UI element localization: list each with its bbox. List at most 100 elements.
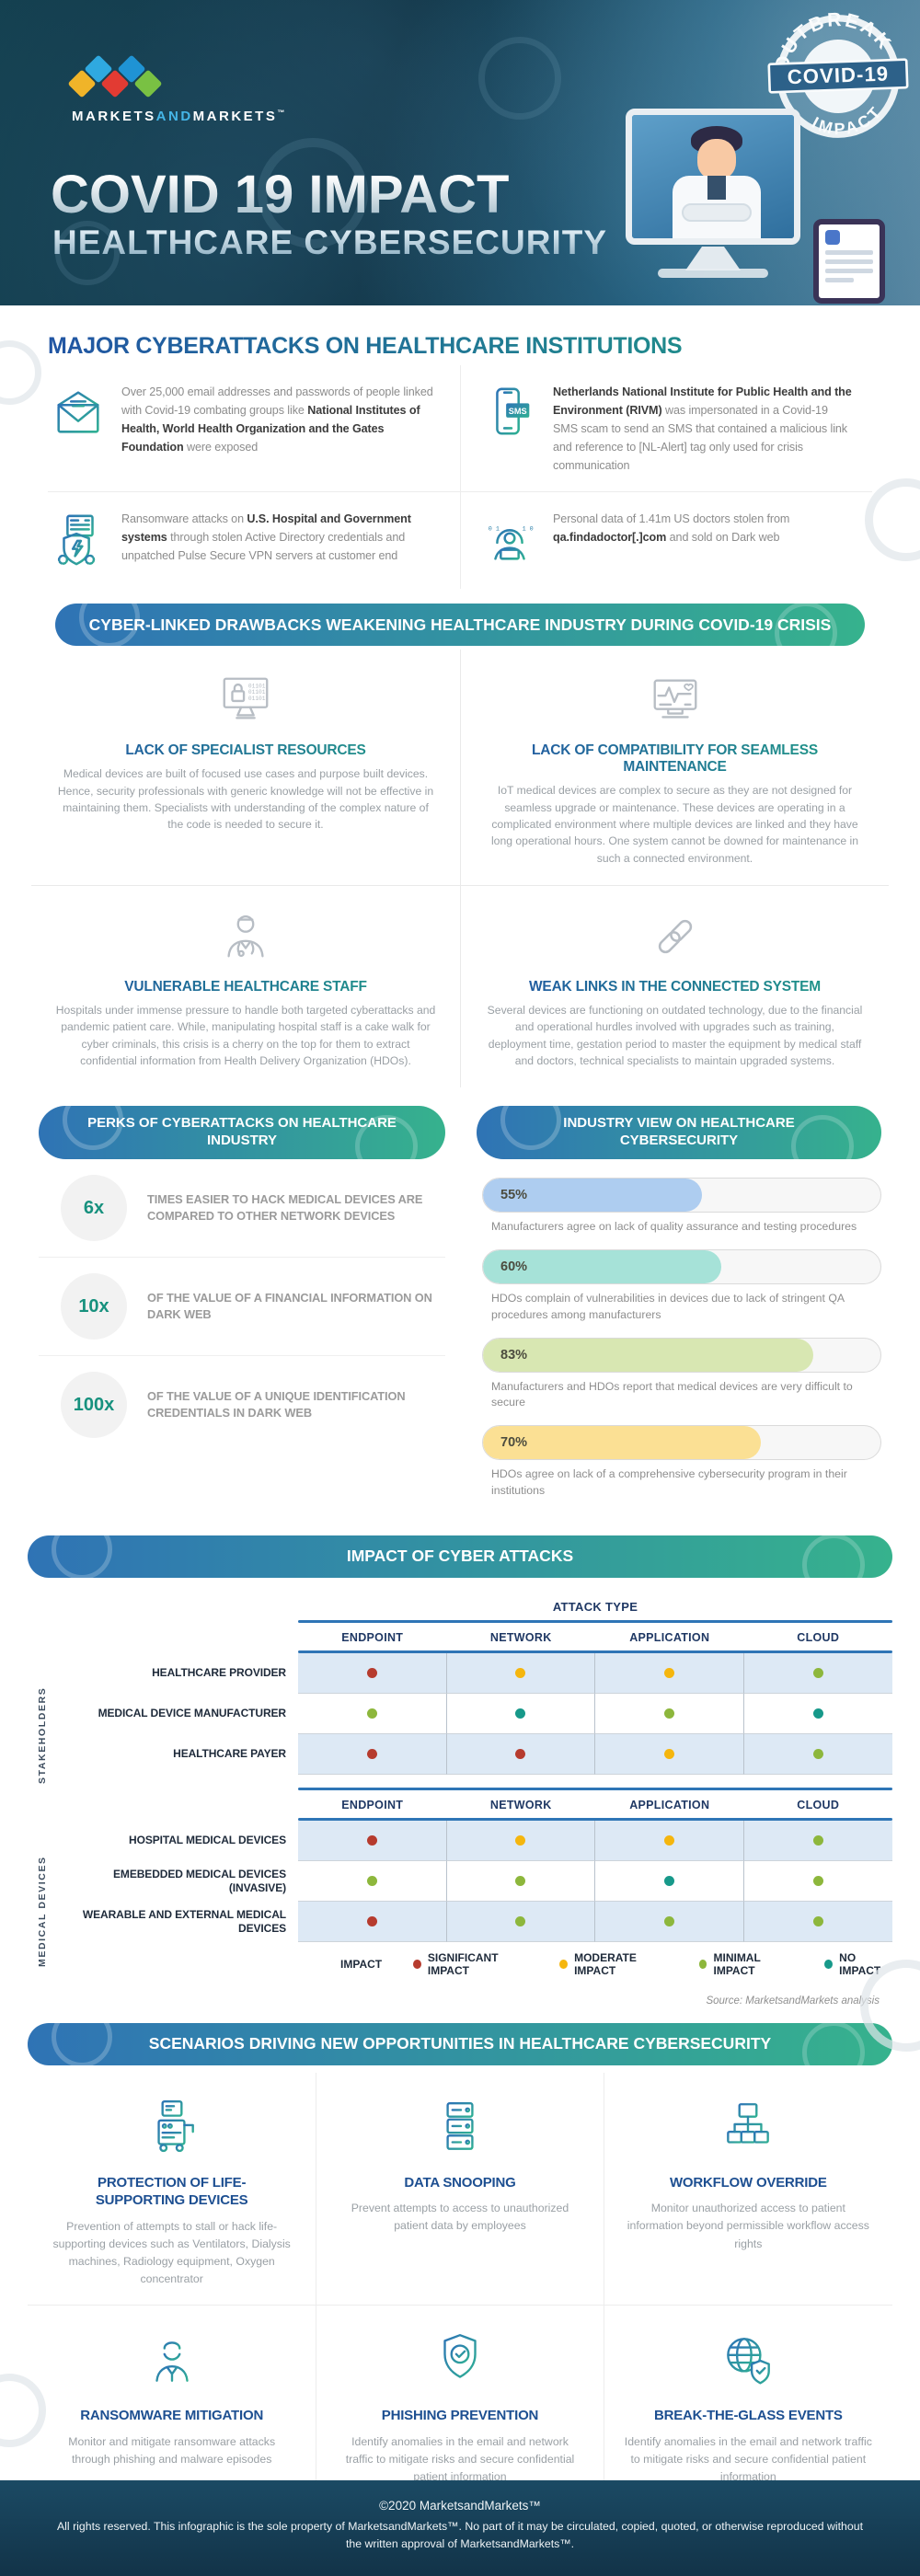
column-header: CLOUD: [797, 1630, 840, 1644]
drawback-card: VULNERABLE HEALTHCARE STAFF Hospitals un…: [31, 884, 460, 1087]
covid-outbreak-stamp: OUTBREAK IMPACT COVID-19: [762, 0, 909, 145]
stakeholders-table: ATTACK TYPE ENDPOINT NETWORK APPLICATION…: [70, 1596, 892, 1775]
drawback-card: 01101 01101 01101 LACK OF SPECIALIST RES…: [31, 650, 460, 884]
brand-wordmark: MARKETSANDMARKETS™: [72, 109, 287, 124]
impact-tables: STAKEHOLDERS MEDICAL DEVICES ATTACK TYPE…: [28, 1596, 892, 2007]
drawback-title: WEAK LINKS IN THE CONNECTED SYSTEM: [485, 979, 865, 995]
column-header: NETWORK: [489, 1798, 552, 1811]
virus-decoration: [55, 221, 120, 285]
bar-caption: Manufacturers and HDOs report that medic…: [491, 1379, 853, 1409]
bar-value: 55%: [500, 1188, 528, 1203]
scenario-title: RANSOMWARE MITIGATION: [80, 2408, 264, 2424]
perk-item: 10x OF THE VALUE OF A FINANCIAL INFORMAT…: [39, 1257, 445, 1355]
perks-list: 6x TIMES EASIER TO HACK MEDICAL DEVICES …: [39, 1159, 445, 1454]
column-header: CLOUD: [797, 1798, 840, 1811]
hacker-icon: 0 1 1 0: [481, 511, 538, 572]
scenarios-grid: PROTECTION OF LIFE-SUPPORTING DEVICES Pr…: [28, 2072, 892, 2502]
perk-item: 100x OF THE VALUE OF A UNIQUE IDENTIFICA…: [39, 1355, 445, 1454]
monitor-lock-icon: 01101 01101 01101: [217, 678, 274, 732]
virus-decoration: [860, 1960, 920, 2052]
legend-item: MINIMAL IMPACT: [698, 1951, 794, 1977]
scenarios-banner: SCENARIOS DRIVING NEW OPPORTUNITIES IN H…: [28, 2022, 892, 2065]
impact-cell: [595, 1652, 744, 1694]
drawback-text: Several devices are functioning on outda…: [487, 1003, 863, 1067]
impact-cell: [595, 1901, 744, 1942]
row-label: MEDICAL DEVICE MANUFACTURER: [98, 1707, 287, 1720]
scenario-text: Prevent attempts to access to unauthoriz…: [351, 2202, 569, 2233]
industry-view-column: INDUSTRY VIEW ON HEALTHCARE CYBERSECURIT…: [477, 1106, 881, 1513]
row-label: HEALTHCARE PROVIDER: [152, 1666, 286, 1680]
ventilator-icon: [142, 2099, 202, 2161]
bar-fill: 55%: [483, 1179, 702, 1213]
impact-cell: [298, 1733, 447, 1775]
source-note: Source: MarketsandMarkets analysis: [706, 1995, 880, 2007]
drawback-title: VULNERABLE HEALTHCARE STAFF: [55, 979, 436, 995]
medical-devices-table: ENDPOINT NETWORK APPLICATION CLOUD HOSPI…: [70, 1787, 892, 1942]
attack-text: Over 25,000 email addresses and password…: [121, 385, 433, 454]
scenario-card: RANSOMWARE MITIGATION Monitor and mitiga…: [28, 2305, 316, 2502]
drawback-card: LACK OF COMPATIBILITY FOR SEAMLESS MAINT…: [460, 650, 889, 885]
scenario-card: PHISHING PREVENTION Identify anomalies i…: [316, 2305, 604, 2502]
impact-cell: [743, 1861, 892, 1902]
bar-fill: 60%: [483, 1249, 722, 1283]
bar-caption: HDOs agree on lack of a comprehensive cy…: [491, 1467, 847, 1498]
impact-cell: [298, 1901, 447, 1942]
stat-bar: 60% HDOs complain of vulnerabilities in …: [482, 1248, 881, 1324]
attack-text: Netherlands National Institute for Publi…: [553, 385, 852, 472]
perks-column: PERKS OF CYBERATTACKS ON HEALTHCARE INDU…: [39, 1106, 445, 1513]
bar-value: 83%: [500, 1347, 528, 1363]
bar-caption: Manufacturers agree on lack of quality a…: [491, 1220, 857, 1234]
bar-track: 60%: [482, 1248, 881, 1284]
tablet-illustration: [813, 219, 885, 304]
svg-text:01101: 01101: [248, 696, 266, 702]
perk-text: TIMES EASIER TO HACK MEDICAL DEVICES ARE…: [147, 1191, 423, 1224]
ecg-monitor-icon: [647, 679, 704, 732]
svg-text:SMS: SMS: [509, 407, 527, 416]
virus-decoration: [0, 340, 41, 405]
stat-bar: 83% Manufacturers and HDOs report that m…: [482, 1337, 881, 1412]
scenario-card: PROTECTION OF LIFE-SUPPORTING DEVICES Pr…: [28, 2073, 316, 2305]
spy-icon: [142, 2341, 202, 2394]
scenario-title: PROTECTION OF LIFE-SUPPORTING DEVICES: [95, 2174, 248, 2209]
impact-cell: [298, 1860, 447, 1902]
attack-item: SMS Netherlands National Institute for P…: [460, 365, 872, 493]
perks-industry-section: PERKS OF CYBERATTACKS ON HEALTHCARE INDU…: [0, 1087, 920, 1519]
impact-cell: [743, 1733, 892, 1775]
stakeholders-axis-label: STAKEHOLDERS: [37, 1686, 48, 1784]
impact-cell: [298, 1652, 447, 1694]
major-cyberattacks-section: MAJOR CYBERATTACKS ON HEALTHCARE INSTITU…: [0, 305, 920, 647]
scenario-card: DATA SNOOPING Prevent attempts to access…: [316, 2072, 604, 2306]
workflow-icon: [718, 2102, 778, 2161]
stat-bar: 70% HDOs agree on lack of a comprehensiv…: [482, 1425, 881, 1500]
telehealth-monitor-illustration: [626, 109, 800, 245]
email-breach-icon: [50, 384, 107, 475]
drawbacks-grid: 01101 01101 01101 LACK OF SPECIALIST RES…: [0, 646, 920, 1088]
impact-legend: IMPACT SIGNIFICANT IMPACT MODERATE IMPAC…: [340, 1951, 892, 1977]
drawback-title: LACK OF SPECIALIST RESOURCES: [55, 742, 436, 759]
industry-bars: 55% Manufacturers agree on lack of quali…: [477, 1178, 881, 1500]
drawback-text: Medical devices are built of focused use…: [57, 767, 434, 832]
scenario-text: Prevention of attempts to stall or hack …: [52, 2219, 291, 2286]
row-label: HOSPITAL MEDICAL DEVICES: [129, 1834, 286, 1847]
stat-bar: 55% Manufacturers agree on lack of quali…: [482, 1178, 881, 1236]
impact-cell: [595, 1820, 744, 1861]
impact-cell: [743, 1694, 892, 1734]
rights-line: All rights reserved. This infographic is…: [56, 2520, 863, 2551]
chain-link-icon: [647, 919, 704, 969]
bar-fill: 70%: [483, 1426, 762, 1460]
perks-banner: PERKS OF CYBERATTACKS ON HEALTHCARE INDU…: [39, 1106, 445, 1160]
bar-value: 70%: [500, 1435, 528, 1451]
svg-text:1 0: 1 0: [523, 526, 534, 534]
attack-text: Ransomware attacks on U.S. Hospital and …: [121, 512, 411, 563]
impact-cell: [743, 1820, 892, 1861]
bar-caption: HDOs complain of vulnerabilities in devi…: [491, 1291, 845, 1321]
virus-decoration: [478, 37, 561, 120]
doctor-icon: [217, 914, 274, 969]
legend-item: SIGNIFICANT IMPACT: [413, 1951, 528, 1977]
column-header: NETWORK: [489, 1630, 552, 1644]
svg-text:01101: 01101: [248, 684, 266, 690]
scenario-text: Monitor and mitigate ransomware attacks …: [68, 2434, 276, 2466]
drawback-title: LACK OF COMPATIBILITY FOR SEAMLESS MAINT…: [485, 742, 865, 776]
scenario-text: Identify anomalies in the email and netw…: [624, 2434, 872, 2483]
